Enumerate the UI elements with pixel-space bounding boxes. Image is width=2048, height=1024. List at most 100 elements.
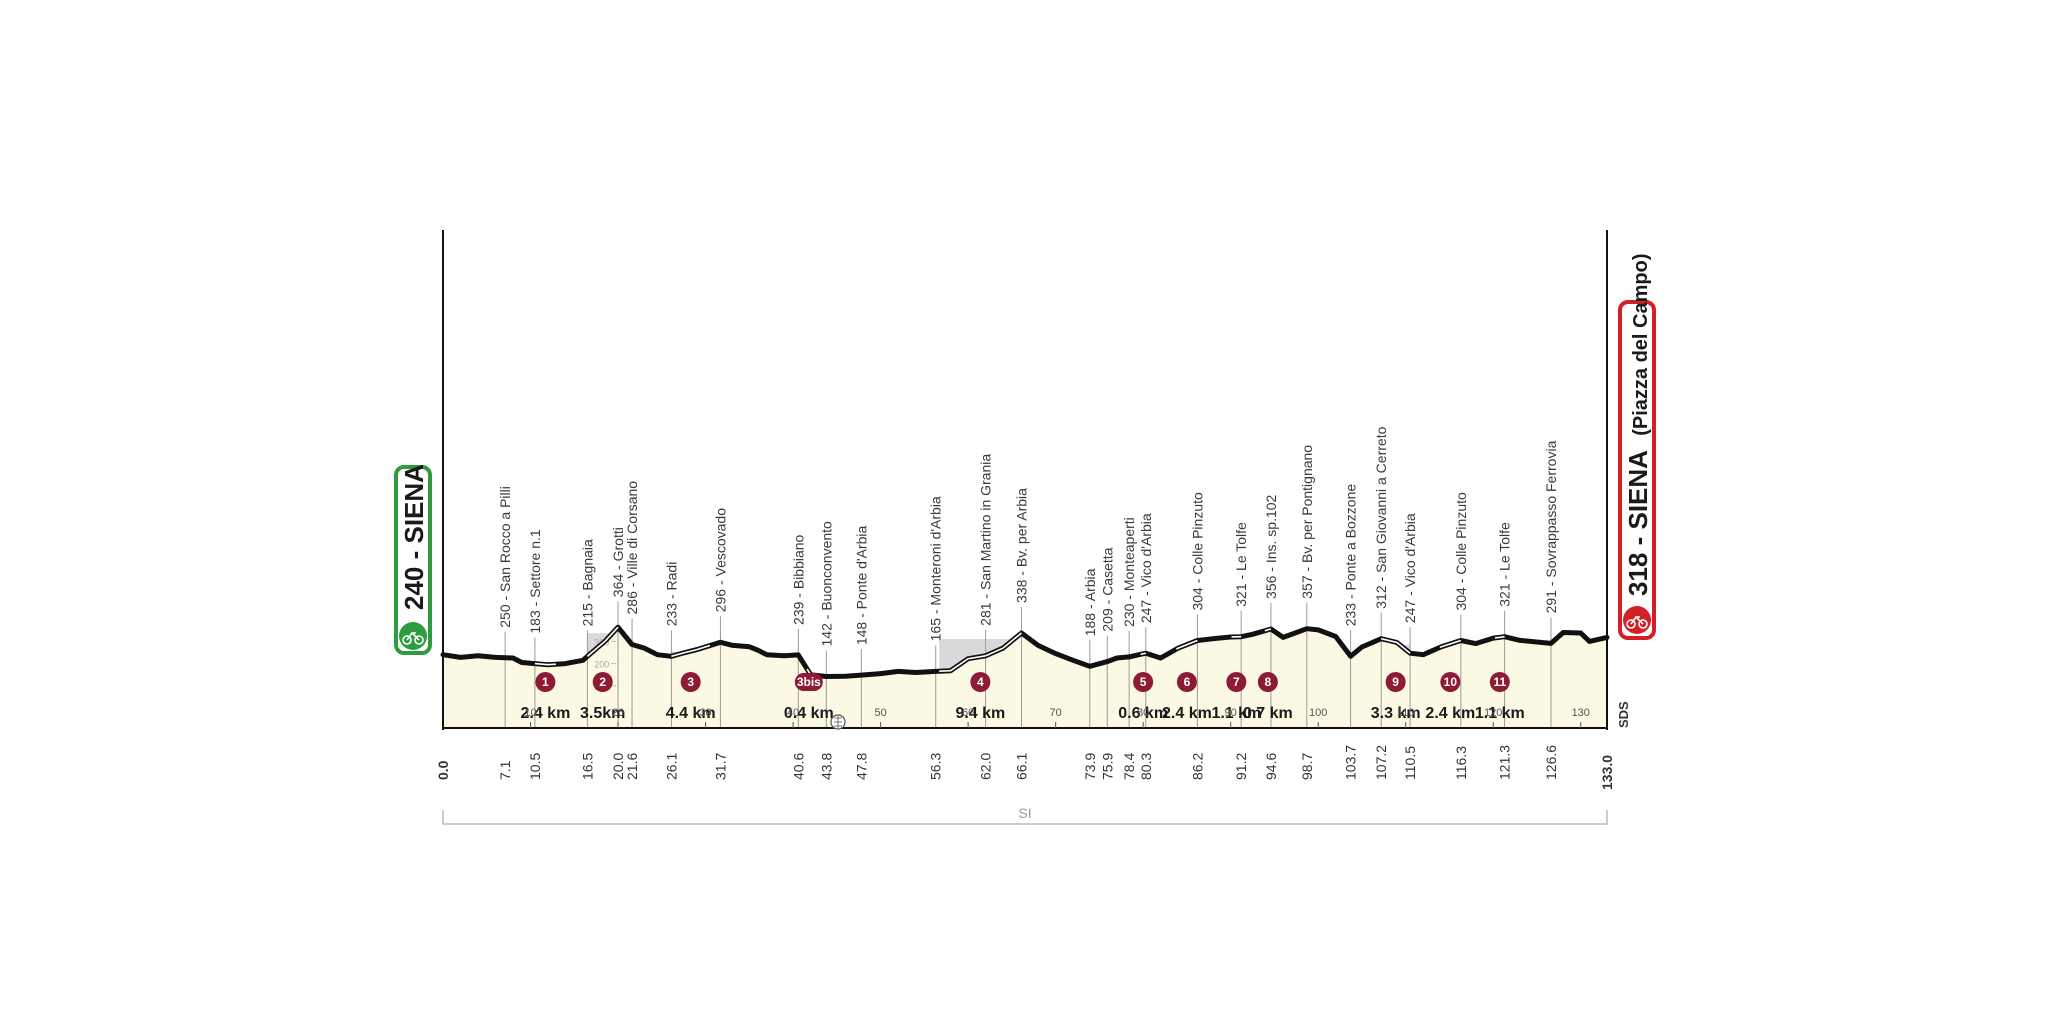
y-tick-label: 200 [594, 660, 609, 670]
sector-badge-11 [1489, 672, 1510, 692]
sector-length: 1.1 km [1475, 705, 1525, 722]
waypoint-label: 321 - Le Tolfe [1233, 522, 1249, 607]
waypoint-km: 31.7 [712, 753, 728, 780]
sector-badge-number: 3bis [797, 675, 821, 689]
sector-badge-7 [1226, 672, 1247, 692]
sector-badge-3 [680, 672, 701, 692]
bottom-label: SI [1018, 805, 1031, 821]
waypoint-km: 86.2 [1189, 753, 1205, 780]
waypoint-label: 304 - Colle Pinzuto [1189, 492, 1205, 611]
sector-badge-number: 9 [1392, 675, 1399, 689]
x-tick-label: 60 [962, 707, 974, 719]
profile-fill [443, 627, 1607, 728]
waypoint-km: 110.5 [1402, 746, 1418, 780]
checkered-flag-icon [830, 714, 846, 730]
waypoint-label: 291 - Sovrappasso Ferrovia [1543, 440, 1559, 613]
waypoint-km: 66.1 [1013, 753, 1029, 780]
sector-badges: 1 2.4 km 2 3.5km 3 4.4 km 3bis 0.4 km 4 9.4 km 5 0.… [520, 672, 1525, 722]
waypoint-label: 296 - Vescovado [712, 508, 728, 613]
sector-badge-3bis [794, 673, 823, 691]
start-marker: 240 - SIENA [394, 464, 432, 655]
x-tick-label: 10 [524, 707, 536, 719]
gravel-line-highlight [1494, 635, 1505, 639]
sector-length: 0.7 km [1243, 705, 1293, 722]
waypoint-label: 233 - Radi [663, 562, 679, 627]
waypoint-label: 247 - Vico d'Arbia [1138, 513, 1154, 623]
waypoint-label: 356 - Ins. sp.102 [1263, 494, 1279, 599]
sector-length: 0.6 km [1118, 705, 1168, 722]
sector-length: 2.4 km [1162, 705, 1212, 722]
sector-length: 3.3 km [1371, 705, 1421, 722]
waypoint-label: 321 - Le Tolfe [1497, 522, 1513, 607]
sector-badge-number: 8 [1265, 675, 1272, 689]
waypoint-km: 107.2 [1373, 745, 1389, 780]
finish-marker: 318 - SIENA (Piazza del Campo) [1618, 254, 1656, 640]
sector-badge-number: 3 [687, 675, 694, 689]
sector-badge-8 [1257, 672, 1278, 692]
profile-line-group [440, 624, 1610, 679]
waypoint-km: 126.6 [1543, 745, 1559, 780]
x-tick-label: 40 [787, 707, 799, 719]
waypoint-km: 7.1 [497, 760, 513, 780]
sector-badge-number: 1 [542, 675, 549, 689]
waypoint-km: 98.7 [1299, 753, 1315, 780]
waypoint-km: 78.4 [1121, 753, 1137, 780]
sector-length: 0.4 km [784, 705, 834, 722]
bicycle-icon [402, 631, 424, 645]
sector-badge-number: 11 [1493, 675, 1506, 689]
start-km: 0.0 [435, 760, 451, 780]
bicycle-icon [1626, 615, 1648, 629]
waypoint-label: 188 - Arbia [1082, 568, 1098, 636]
waypoint-km: 103.7 [1343, 745, 1359, 780]
waypoint-label: 183 - Settore n.1 [527, 529, 543, 634]
gravel-line-highlight [671, 644, 711, 658]
x-tick-label: 80 [1137, 707, 1149, 719]
waypoint-km: 43.8 [818, 753, 834, 780]
waypoint-km: 16.5 [579, 753, 595, 780]
finish-label-group: 318 - SIENA (Piazza del Campo) [1623, 254, 1653, 596]
gravel-line-highlight [939, 632, 1023, 672]
x-tick-label: 90 [1225, 707, 1237, 719]
waypoint-km: 116.3 [1453, 746, 1469, 780]
waypoint-km: 80.3 [1138, 753, 1154, 780]
waypoint-label: 357 - Bv. per Pontignano [1299, 445, 1315, 599]
sector-length: 9.4 km [955, 705, 1005, 722]
profile-area [443, 627, 1607, 728]
finish-label-paren: (Piazza del Campo) [1630, 254, 1652, 436]
waypoint-label: 286 - Ville di Corsano [624, 481, 640, 615]
waypoint-label: 239 - Bibbiano [790, 534, 806, 625]
gravel-line-highlight [586, 626, 619, 657]
x-tick-label: 70 [1050, 707, 1062, 719]
sector-badge-number: 5 [1140, 675, 1147, 689]
sector-badge-number: 7 [1233, 675, 1240, 689]
waypoint-label: 247 - Vico d'Arbia [1402, 513, 1418, 623]
waypoint-label: 165 - Monteroni d'Arbia [928, 496, 944, 641]
finish-bicycle-icon [1623, 606, 1651, 634]
waypoint-labels: 250 - San Rocco a Pilli 183 - Settore n.1… [497, 426, 1559, 646]
start-bicycle-icon [399, 622, 427, 650]
x-tick-label: 120 [1484, 707, 1502, 719]
waypoint-km: 21.6 [624, 753, 640, 780]
waypoint-label: 312 - San Giovanni a Cerreto [1373, 426, 1389, 608]
waypoint-label: 233 - Ponte a Bozzone [1343, 484, 1359, 627]
waypoint-label: 250 - San Rocco a Pilli [497, 486, 513, 628]
sector-badge-number: 4 [977, 675, 984, 689]
waypoint-label: 230 - Monteaperti [1121, 517, 1137, 627]
sector-length: 4.4 km [666, 705, 716, 722]
waypoint-label: 148 - Ponte d'Arbia [853, 526, 869, 646]
waypoint-label: 364 - Grotti [610, 527, 626, 597]
waypoint-km: 26.1 [663, 753, 679, 780]
x-axis: 7.1 10.5 16.5 20.021.6 26.1 31.7 40.6 43.8 47.8 5… [435, 707, 1615, 790]
x-tick-label: 130 [1572, 707, 1590, 719]
sector-badge-number: 6 [1184, 675, 1191, 689]
waypoint-label: 215 - Bagnaia [579, 539, 595, 626]
x-tick-label: 110 [1397, 707, 1415, 719]
x-tick-label: 50 [874, 707, 886, 719]
gravel-line-highlight [1381, 637, 1411, 654]
x-tick-label: 100 [1309, 707, 1327, 719]
waypoint-label: 338 - Bv. per Arbia [1013, 488, 1029, 603]
waypoint-label: 304 - Colle Pinzuto [1453, 492, 1469, 611]
sector-badge-1 [535, 672, 556, 692]
sector-badge-number: 2 [599, 675, 606, 689]
waypoint-km: 10.5 [527, 753, 543, 780]
